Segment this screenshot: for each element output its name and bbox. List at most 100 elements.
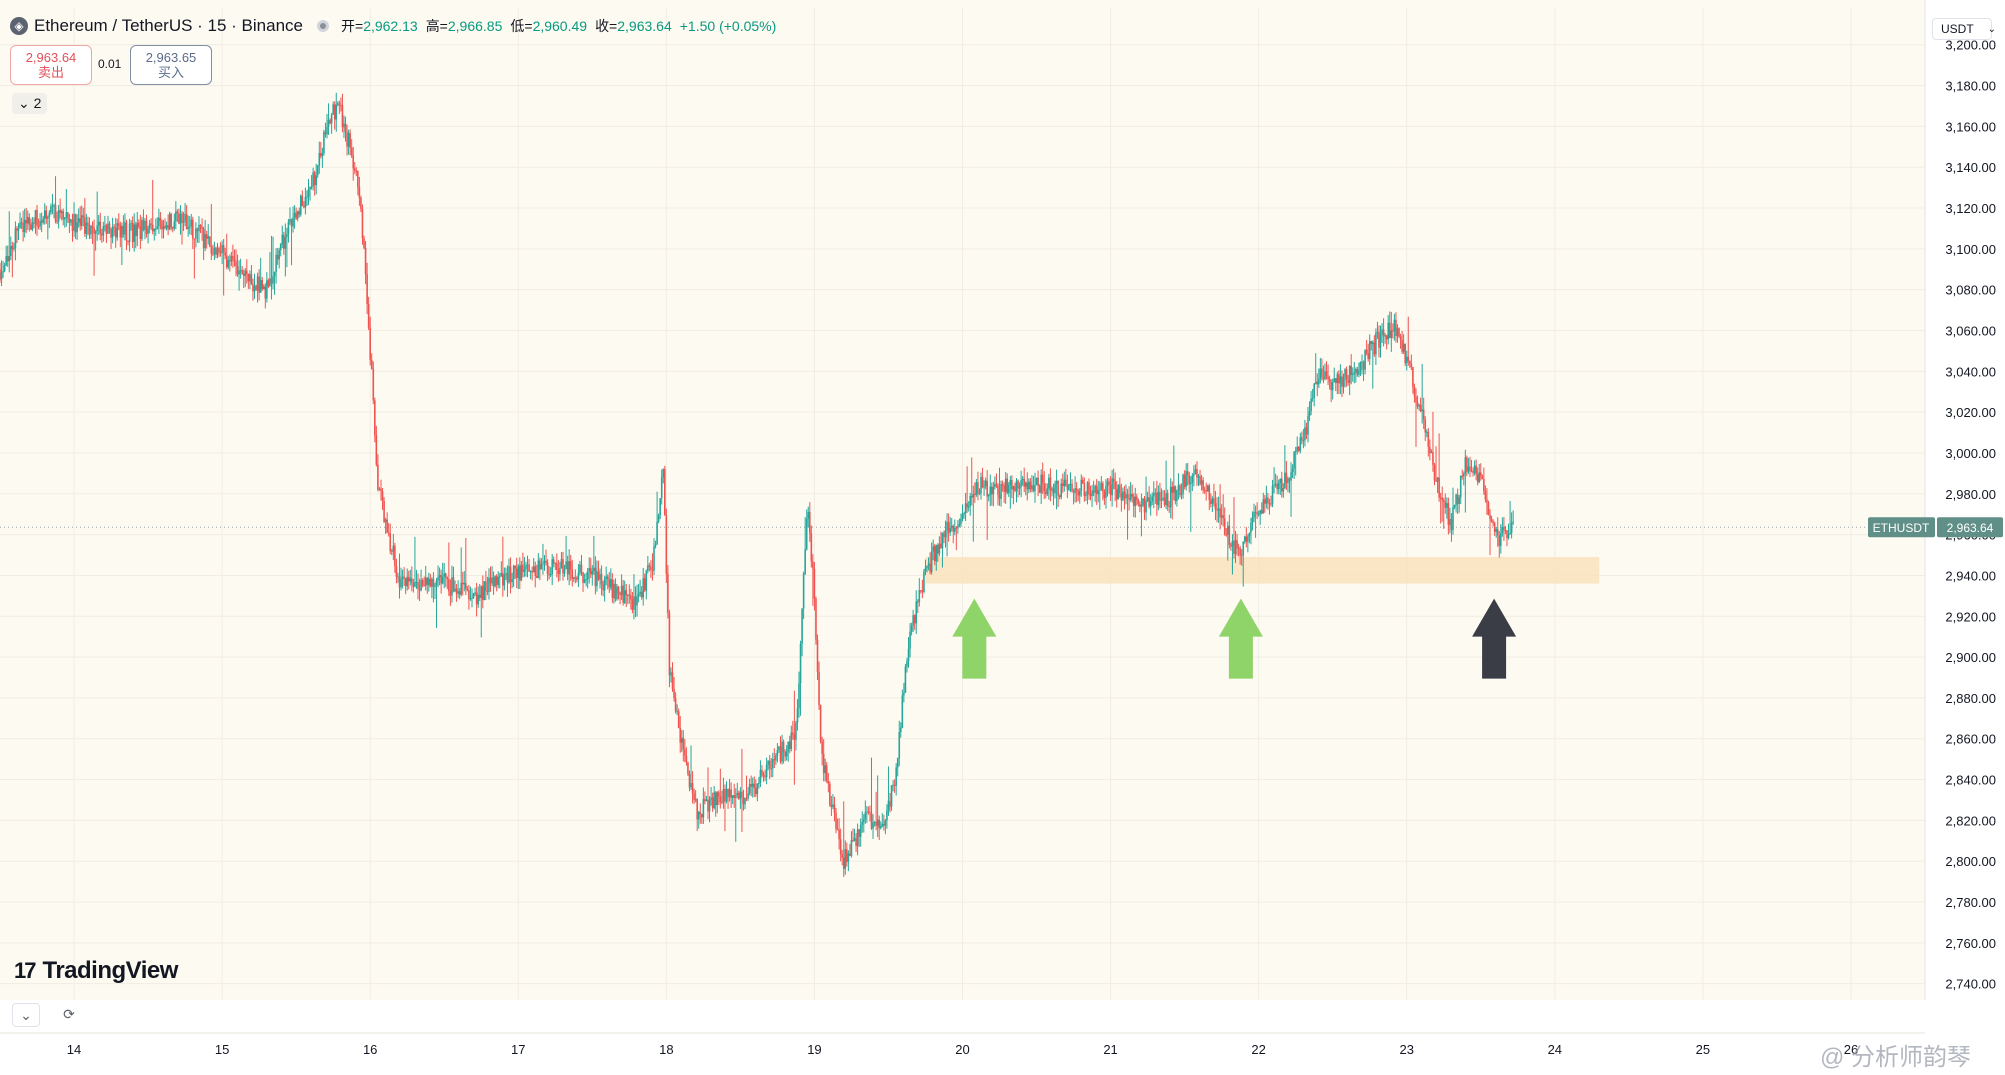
candle-body bbox=[665, 515, 668, 574]
candle-body bbox=[1000, 484, 1002, 499]
candle-body bbox=[551, 559, 554, 575]
candle-body bbox=[995, 484, 998, 486]
candle-body bbox=[583, 579, 586, 583]
candle-body bbox=[1305, 427, 1308, 435]
candle-body bbox=[738, 792, 740, 799]
candle-body bbox=[978, 493, 981, 495]
candle-body bbox=[204, 234, 206, 249]
candle-body bbox=[320, 153, 322, 157]
candle-body bbox=[761, 769, 763, 775]
candle-body bbox=[684, 749, 686, 756]
candle-body bbox=[420, 580, 422, 591]
candle-body bbox=[731, 795, 734, 799]
x-tick-label: 19 bbox=[807, 1042, 821, 1057]
candle-body bbox=[1213, 498, 1215, 504]
reset-chart-button[interactable]: ⟳ bbox=[56, 1003, 82, 1025]
candle-body bbox=[1092, 490, 1095, 493]
candle-body bbox=[480, 586, 483, 598]
candle-body bbox=[1185, 471, 1187, 487]
candle-body bbox=[500, 572, 503, 577]
candle-body bbox=[963, 513, 965, 515]
candle-body bbox=[3, 265, 6, 272]
candle-body bbox=[1430, 451, 1433, 454]
candle-body bbox=[546, 562, 549, 575]
candle-body bbox=[560, 559, 563, 568]
candle-body bbox=[56, 221, 58, 223]
candle-body bbox=[992, 486, 995, 495]
candle-body bbox=[506, 573, 509, 583]
candle-body bbox=[881, 823, 884, 826]
indicators-toggle[interactable]: ⌄ 2 bbox=[12, 93, 48, 114]
candle-body bbox=[1034, 484, 1036, 492]
candle-body bbox=[347, 133, 350, 147]
candle-body bbox=[674, 698, 677, 712]
price-change: +1.50 (+0.05%) bbox=[679, 18, 777, 34]
candle-body bbox=[279, 244, 282, 251]
candle-body bbox=[801, 608, 803, 644]
candle-body bbox=[616, 586, 618, 600]
candle-body bbox=[190, 219, 193, 227]
candle-body bbox=[1463, 473, 1465, 477]
candle-body bbox=[164, 225, 166, 228]
candle-body bbox=[915, 601, 918, 624]
candle-body bbox=[1233, 540, 1235, 554]
candle-body bbox=[261, 279, 264, 289]
candle-body bbox=[832, 804, 834, 807]
candle-body bbox=[424, 577, 427, 586]
currency-unit-select[interactable]: USDT ⌄ bbox=[1932, 18, 1996, 40]
candle-body bbox=[751, 783, 754, 787]
candle-body bbox=[588, 568, 591, 572]
chart-grid bbox=[0, 8, 1925, 1000]
candle-body bbox=[117, 223, 120, 226]
candle-body bbox=[707, 799, 709, 812]
candle-body bbox=[788, 741, 791, 749]
candle-body bbox=[1461, 475, 1464, 477]
candle-body bbox=[728, 789, 731, 798]
candle-body bbox=[1392, 330, 1394, 332]
candle-body bbox=[417, 581, 419, 589]
buy-button[interactable]: 2,963.65 买入 bbox=[130, 45, 212, 85]
candle-body bbox=[597, 571, 600, 580]
candle-body bbox=[697, 812, 700, 820]
candle-body bbox=[62, 211, 65, 220]
candle-body bbox=[395, 565, 398, 577]
candle-body bbox=[554, 563, 557, 565]
candle-body bbox=[1507, 534, 1510, 539]
candle-body bbox=[315, 175, 318, 186]
candle-body bbox=[1205, 490, 1208, 492]
candle-body bbox=[366, 274, 368, 305]
sell-button[interactable]: 2,963.64 卖出 bbox=[10, 45, 92, 85]
candle-body bbox=[187, 227, 189, 229]
candle-body bbox=[1379, 334, 1382, 348]
candle-body bbox=[1453, 504, 1456, 508]
candle-body bbox=[1422, 409, 1425, 420]
candle-body bbox=[491, 577, 493, 584]
candle-body bbox=[1063, 479, 1066, 487]
candle-body bbox=[764, 776, 766, 778]
candle-body bbox=[360, 197, 362, 209]
chart-header: ◈ Ethereum / TetherUS · 15 · Binance 开=2… bbox=[10, 16, 784, 36]
candle-body bbox=[870, 812, 873, 829]
arrow-annotations bbox=[952, 598, 1517, 679]
candle-body bbox=[1088, 482, 1090, 494]
candle-body bbox=[1479, 472, 1482, 476]
candle-body bbox=[1495, 529, 1497, 532]
candle-body bbox=[1493, 523, 1496, 532]
tradingview-logo[interactable]: 17 TradingView bbox=[14, 957, 178, 985]
candle-body bbox=[40, 220, 43, 223]
collapse-panel-button[interactable]: ⌄ bbox=[12, 1003, 40, 1027]
candle-body bbox=[1412, 367, 1414, 387]
candle-body bbox=[717, 792, 720, 797]
candle-body bbox=[1387, 322, 1390, 340]
candle-body bbox=[178, 213, 180, 224]
y-tick-label: 2,900.00 bbox=[1945, 650, 1996, 665]
candle-body bbox=[25, 219, 28, 224]
candle-body bbox=[502, 572, 504, 586]
support-zone bbox=[925, 557, 1600, 584]
candle-body bbox=[286, 233, 288, 238]
candle-body bbox=[207, 236, 210, 239]
candle-body bbox=[1131, 493, 1133, 497]
symbol-title[interactable]: Ethereum / TetherUS · 15 · Binance bbox=[34, 16, 303, 35]
candle-body bbox=[878, 819, 881, 829]
